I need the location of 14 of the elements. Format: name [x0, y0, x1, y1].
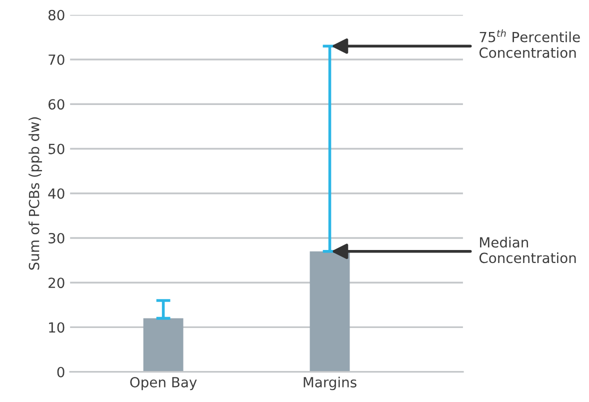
y-axis-title: Sum of PCBs (ppb dw): [28, 117, 42, 270]
x-tick-label: Margins: [304, 376, 356, 390]
y-tick-label: 30: [48, 232, 64, 244]
y-tick-label: 40: [48, 188, 64, 199]
y-tick-label: 20: [48, 278, 64, 288]
y-tick-label: 70: [48, 54, 64, 65]
y-tick-label: 10: [49, 322, 64, 333]
x-tick-label: Open Bay: [130, 376, 197, 390]
y-tick-label: 80: [48, 10, 64, 20]
y-tick-label: 50: [48, 144, 64, 154]
annotation: 75$^{th}$ Percentile Concentration: [479, 29, 580, 58]
y-tick-label: 0: [57, 366, 64, 378]
y-tick-label: 60: [48, 99, 64, 110]
annotation: Median Concentration: [479, 236, 576, 264]
